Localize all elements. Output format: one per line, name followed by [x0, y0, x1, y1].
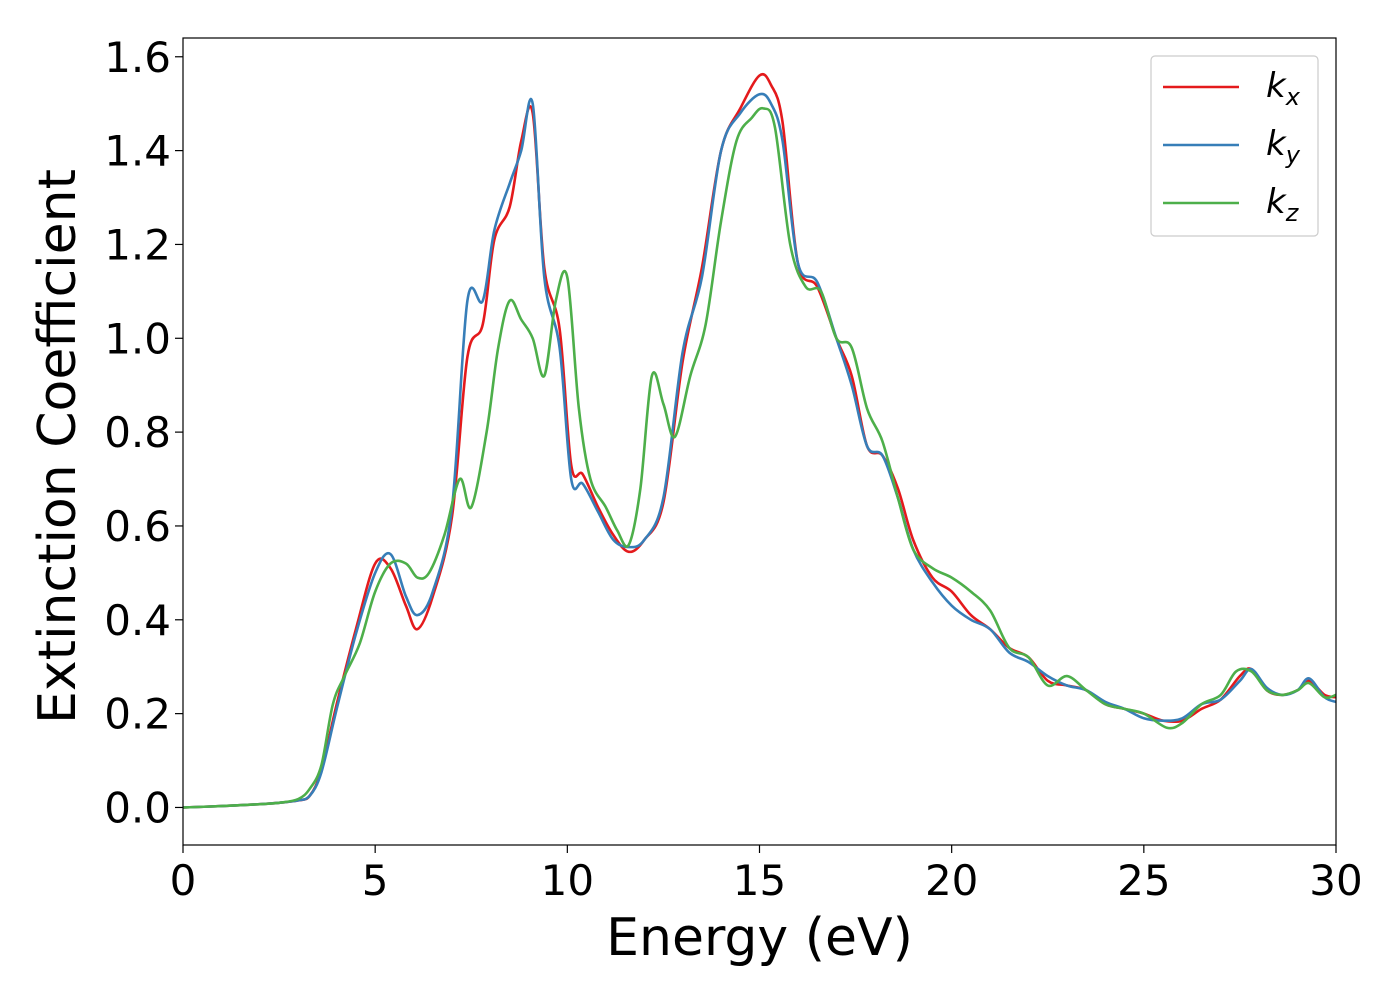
legend-label-ky: ky [1266, 124, 1301, 169]
y-axis-label: Extinction Coefficient [28, 169, 88, 724]
x-tick-label: 10 [541, 856, 594, 905]
y-tick-label: 0.8 [104, 408, 171, 457]
legend-label-subscript: z [1285, 199, 1300, 227]
x-tick-label: 5 [362, 856, 389, 905]
x-tick-label: 25 [1117, 856, 1170, 905]
legend-label-base: k [1266, 66, 1287, 106]
legend-label-kx: kx [1266, 66, 1301, 111]
x-tick-label: 20 [925, 856, 978, 905]
series-line-kz [182, 106, 1337, 809]
y-tick-label: 0.4 [104, 596, 171, 645]
y-tick-label: 0.0 [104, 783, 171, 832]
legend-label-base: k [1266, 182, 1287, 222]
legend-label-kz: kz [1266, 182, 1300, 227]
x-axis-label: Energy (eV) [606, 908, 913, 968]
legend-label-base: k [1266, 124, 1287, 164]
y-tick-label: 0.6 [104, 502, 171, 551]
series-layer [182, 72, 1337, 809]
y-tick-label: 1.4 [104, 127, 171, 176]
y-tick-label: 0.2 [104, 690, 171, 739]
series-line-ky [182, 92, 1337, 809]
ticks-layer: 0 5 10 15 20 25 30 0.0 0.2 0.4 0.6 0.8 1.0 1.2 1.4 1.6 [104, 33, 1363, 905]
axes-frame [182, 37, 1337, 846]
x-tick-label: 0 [170, 856, 197, 905]
y-tick-label: 1.2 [104, 220, 171, 269]
y-tick-label: 1.6 [104, 33, 171, 82]
legend-label-subscript: x [1285, 83, 1301, 111]
y-tick-label: 1.0 [104, 314, 171, 363]
legend-label-subscript: y [1285, 141, 1301, 169]
x-tick-label: 30 [1309, 856, 1362, 905]
x-tick-label: 15 [733, 856, 786, 905]
